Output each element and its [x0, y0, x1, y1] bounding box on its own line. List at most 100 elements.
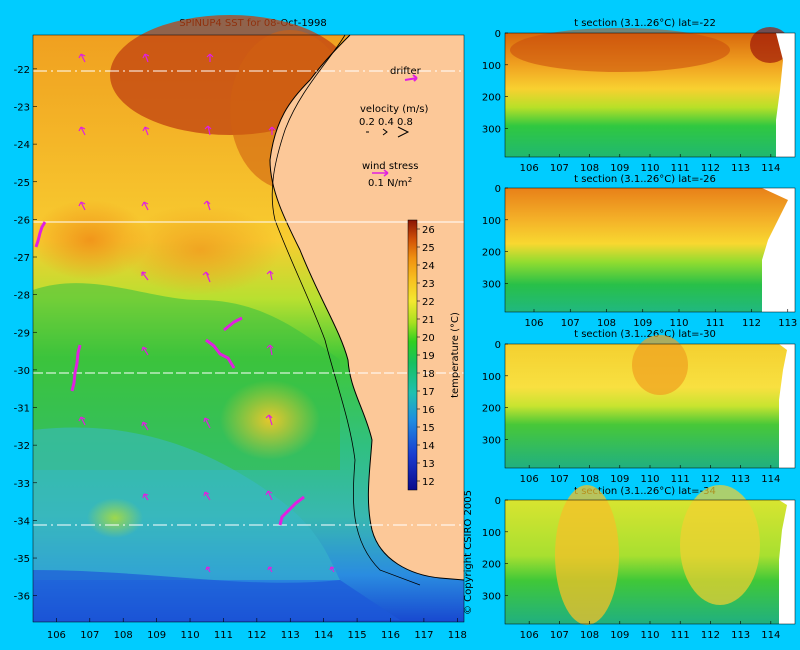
colorbar-ticks: 12 13 14 15 16 17 18 19 20 21 22 23 24 25 26 — [417, 225, 435, 488]
copyright: © Copyright CSIRO 2005 — [463, 490, 474, 615]
section-x-tick-label: 112 — [701, 474, 720, 485]
section-x-tick-label: 106 — [520, 474, 539, 485]
colorbar-tick-label: 26 — [422, 225, 435, 236]
map-x-tick-label: 114 — [314, 630, 333, 641]
wind-arrow — [265, 490, 273, 501]
wind-arrows — [78, 53, 335, 573]
section-x-tick-label: 107 — [550, 163, 569, 174]
velocity-scale-1: 0.2 — [359, 117, 375, 128]
section-x-tick-label: 112 — [701, 163, 720, 174]
velocity-legend-arrows — [366, 126, 410, 138]
map-x-tick-label: 118 — [448, 630, 467, 641]
section-y-tick-label: 100 — [482, 61, 501, 72]
wind-arrow — [142, 53, 150, 63]
section-frame — [504, 187, 796, 313]
section-x-tick-label: 112 — [701, 630, 720, 641]
section-x-tick-label: 107 — [550, 474, 569, 485]
colorbar-tick-label: 14 — [422, 441, 435, 452]
colorbar-tick-label: 18 — [422, 369, 435, 380]
section-panel-34: t section (3.1..26°C) lat=-34 — [505, 485, 795, 625]
section-title-34: t section (3.1..26°C) lat=-34 — [574, 486, 716, 497]
colorbar-tick-label: 23 — [422, 279, 435, 290]
map-x-tick-label: 111 — [214, 630, 233, 641]
colorbar — [407, 219, 418, 491]
map-x-tick-label: 110 — [180, 630, 199, 641]
drifter-tracks — [34, 221, 305, 526]
section-x-tick-label: 111 — [671, 630, 690, 641]
map-y-tick-label: -34 — [14, 516, 30, 527]
section-x-tick-label: 106 — [524, 318, 543, 329]
wind-stress-label: wind stress — [362, 161, 418, 172]
section-y-tick-label: 200 — [482, 560, 501, 571]
wind-arrow — [78, 53, 86, 63]
map-y-tick-label: -30 — [14, 366, 30, 377]
velocity-label: velocity (m/s) — [360, 104, 428, 115]
section-x-tick-label: 109 — [610, 163, 629, 174]
colorbar-tick-label: 17 — [422, 387, 435, 398]
section-y-tick-label: 0 — [495, 496, 501, 507]
section-panel-26: t section (3.1..26°C) lat=-26 — [505, 174, 795, 312]
section-bathymetry-34 — [779, 500, 795, 624]
section-x-tick-label: 109 — [633, 318, 652, 329]
section-x-tick-label: 110 — [640, 630, 659, 641]
map-y-tick-label: -25 — [14, 178, 30, 189]
section-x-tick-label: 108 — [580, 474, 599, 485]
section-panel-30: t section (3.1..26°C) lat=-30 — [505, 329, 795, 468]
wind-arrow — [267, 566, 273, 573]
section-y-tick-label: 300 — [482, 435, 501, 446]
drifter-track-3 — [205, 338, 236, 369]
section-title-30: t section (3.1..26°C) lat=-30 — [574, 329, 716, 340]
section-warm-34a — [555, 485, 619, 625]
velocity-scale-2: 0.4 — [378, 117, 394, 128]
drifter-track-5 — [278, 495, 305, 526]
map-y-tick-label: -26 — [14, 215, 30, 226]
section-panels: t section (3.1..26°C) lat=-22 t section … — [482, 18, 797, 641]
wind-arrow — [78, 126, 86, 136]
map-x-tick-label: 108 — [114, 630, 133, 641]
map-y-tick-label: -22 — [14, 65, 30, 76]
section-axes: 106 107 108 109 110 111 112 113 114 0 100 200 300 106… — [482, 29, 797, 641]
wind-arrow — [78, 201, 86, 211]
coastline — [269, 34, 465, 581]
wind-arrow — [141, 271, 149, 281]
section-x-tick-label: 108 — [580, 630, 599, 641]
wind-arrow — [142, 493, 149, 501]
cyan-band — [33, 427, 340, 580]
section-bathymetry-30 — [779, 344, 795, 468]
colorbar-tick-label: 25 — [422, 243, 435, 254]
map-y-tick-label: -31 — [14, 404, 30, 415]
section-y-tick-label: 200 — [482, 404, 501, 415]
section-x-tick-label: 106 — [520, 163, 539, 174]
section-x-tick-label: 114 — [761, 630, 780, 641]
colorbar-label: temperature (°C) — [450, 312, 461, 398]
section-y-tick-label: 200 — [482, 248, 501, 259]
colorbar-tick-label: 16 — [422, 405, 435, 416]
section-x-tick-label: 109 — [610, 474, 629, 485]
section-x-tick-label: 106 — [520, 630, 539, 641]
section-x-tick-label: 110 — [640, 163, 659, 174]
wind-arrow — [203, 417, 211, 429]
colorbar-tick-label: 24 — [422, 261, 435, 272]
section-x-tick-label: 112 — [742, 318, 761, 329]
section-y-tick-label: 300 — [482, 279, 501, 290]
section-x-tick-label: 113 — [731, 630, 750, 641]
wind-arrow — [203, 491, 211, 501]
map-y-tick-label: -32 — [14, 441, 30, 452]
wind-arrow — [266, 344, 274, 356]
section-field-26 — [505, 188, 795, 312]
section-warm-34b — [680, 485, 760, 605]
section-warm-22 — [510, 28, 730, 72]
section-x-tick-label: 109 — [610, 630, 629, 641]
wind-arrow — [78, 416, 86, 426]
section-y-tick-label: 100 — [482, 372, 501, 383]
section-x-tick-label: 113 — [778, 318, 797, 329]
section-x-tick-label: 108 — [597, 318, 616, 329]
wind-arrow — [202, 271, 211, 283]
wind-arrow — [266, 270, 274, 281]
map-x-tick-label: 107 — [80, 630, 99, 641]
section-x-tick-label: 113 — [731, 163, 750, 174]
wind-arrow — [141, 201, 149, 211]
map-x-tick-label: 113 — [281, 630, 300, 641]
eddy-4 — [30, 200, 150, 280]
